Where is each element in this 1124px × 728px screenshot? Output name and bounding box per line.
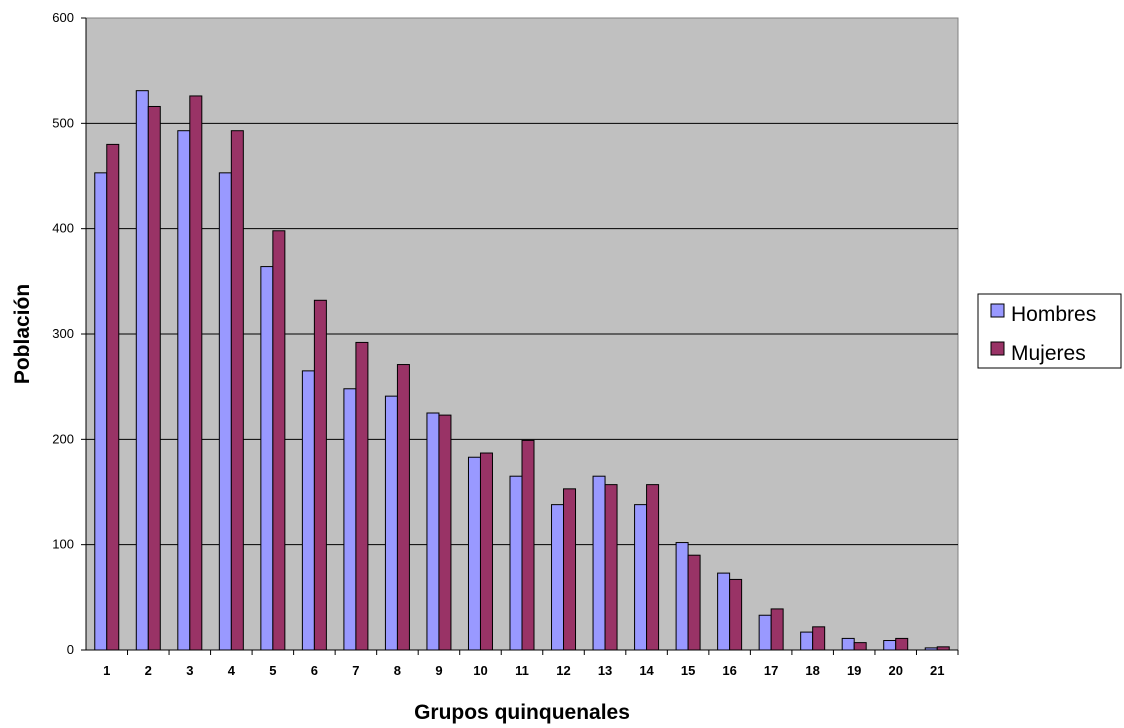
bar-hombres-15 <box>675 542 689 651</box>
legend-swatch-hombres <box>990 303 1005 318</box>
bar-mujeres-14 <box>646 484 660 651</box>
bar-mujeres-5 <box>272 230 286 651</box>
x-tick-label: 4 <box>228 663 236 678</box>
y-axis-title: Población <box>11 284 34 384</box>
x-tick-label: 5 <box>269 663 276 678</box>
bar-mujeres-3 <box>189 95 203 651</box>
bar-hombres-18 <box>800 631 814 651</box>
bar-hombres-10 <box>467 456 481 651</box>
bar-mujeres-9 <box>438 414 452 651</box>
y-tick-label: 0 <box>67 642 74 657</box>
bar-mujeres-2 <box>147 105 161 651</box>
x-tick-label: 16 <box>722 663 736 678</box>
x-axis-title: Grupos quinquenales <box>414 701 630 724</box>
bar-mujeres-7 <box>355 341 369 651</box>
bar-hombres-7 <box>343 388 357 651</box>
bar-mujeres-1 <box>106 143 120 651</box>
bar-hombres-17 <box>758 614 772 651</box>
y-axis: 0 100 200 300 400 500 600 <box>52 10 87 657</box>
x-tick-label: 8 <box>394 663 401 678</box>
legend-label-mujeres: Mujeres <box>1011 342 1086 365</box>
bar-mujeres-8 <box>396 364 410 651</box>
bar-hombres-8 <box>384 395 398 651</box>
x-tick-label: 10 <box>473 663 487 678</box>
y-tick-label: 100 <box>52 537 74 552</box>
x-tick-label: 20 <box>888 663 902 678</box>
legend-label-hombres: Hombres <box>1011 303 1096 326</box>
bar-hombres-9 <box>426 412 440 651</box>
bars <box>94 90 950 651</box>
bar-mujeres-12 <box>563 488 577 651</box>
x-tick-label: 7 <box>352 663 359 678</box>
y-tick-label: 500 <box>52 115 74 130</box>
legend-swatch-mujeres <box>990 341 1005 356</box>
legend: Hombres Mujeres <box>977 293 1122 369</box>
bar-hombres-1 <box>94 172 108 651</box>
x-tick-label: 14 <box>639 663 654 678</box>
bar-mujeres-4 <box>230 130 244 651</box>
y-tick-label: 200 <box>52 431 74 446</box>
y-tick-label: 400 <box>52 221 74 236</box>
x-tick-label: 2 <box>145 663 152 678</box>
x-axis: 1 2 3 4 5 6 7 8 9 10 11 12 13 14 15 16 17 18 19 20 21 <box>86 649 959 678</box>
y-tick-label: 600 <box>52 10 74 25</box>
bar-hombres-2 <box>135 90 149 651</box>
bar-hombres-4 <box>218 172 232 651</box>
bar-mujeres-6 <box>313 299 327 651</box>
bar-mujeres-17 <box>770 608 784 651</box>
bar-mujeres-15 <box>687 554 701 651</box>
x-tick-label: 9 <box>435 663 442 678</box>
x-tick-label: 15 <box>681 663 695 678</box>
x-tick-label: 1 <box>103 663 110 678</box>
bar-hombres-19 <box>841 637 855 651</box>
bar-hombres-13 <box>592 475 606 651</box>
bar-mujeres-13 <box>604 484 618 651</box>
x-tick-label: 21 <box>930 663 944 678</box>
bar-hombres-11 <box>509 475 523 651</box>
bar-mujeres-18 <box>812 626 826 651</box>
bar-hombres-6 <box>301 370 315 651</box>
bar-hombres-12 <box>551 504 565 651</box>
bar-mujeres-19 <box>853 642 867 651</box>
x-tick-label: 17 <box>764 663 778 678</box>
bar-hombres-14 <box>634 504 648 651</box>
bar-mujeres-11 <box>521 439 535 651</box>
bar-mujeres-16 <box>729 578 743 651</box>
y-tick-label: 300 <box>52 326 74 341</box>
x-tick-label: 18 <box>805 663 819 678</box>
bar-hombres-5 <box>260 266 274 651</box>
x-tick-label: 13 <box>598 663 612 678</box>
bar-hombres-3 <box>177 130 191 651</box>
x-tick-label: 3 <box>186 663 193 678</box>
bar-hombres-16 <box>717 572 731 651</box>
bar-mujeres-10 <box>479 452 493 651</box>
x-tick-label: 6 <box>311 663 318 678</box>
x-tick-label: 19 <box>847 663 861 678</box>
bar-hombres-20 <box>883 640 897 651</box>
x-tick-label: 12 <box>556 663 570 678</box>
x-tick-label: 11 <box>515 663 529 678</box>
bar-mujeres-20 <box>895 637 909 651</box>
